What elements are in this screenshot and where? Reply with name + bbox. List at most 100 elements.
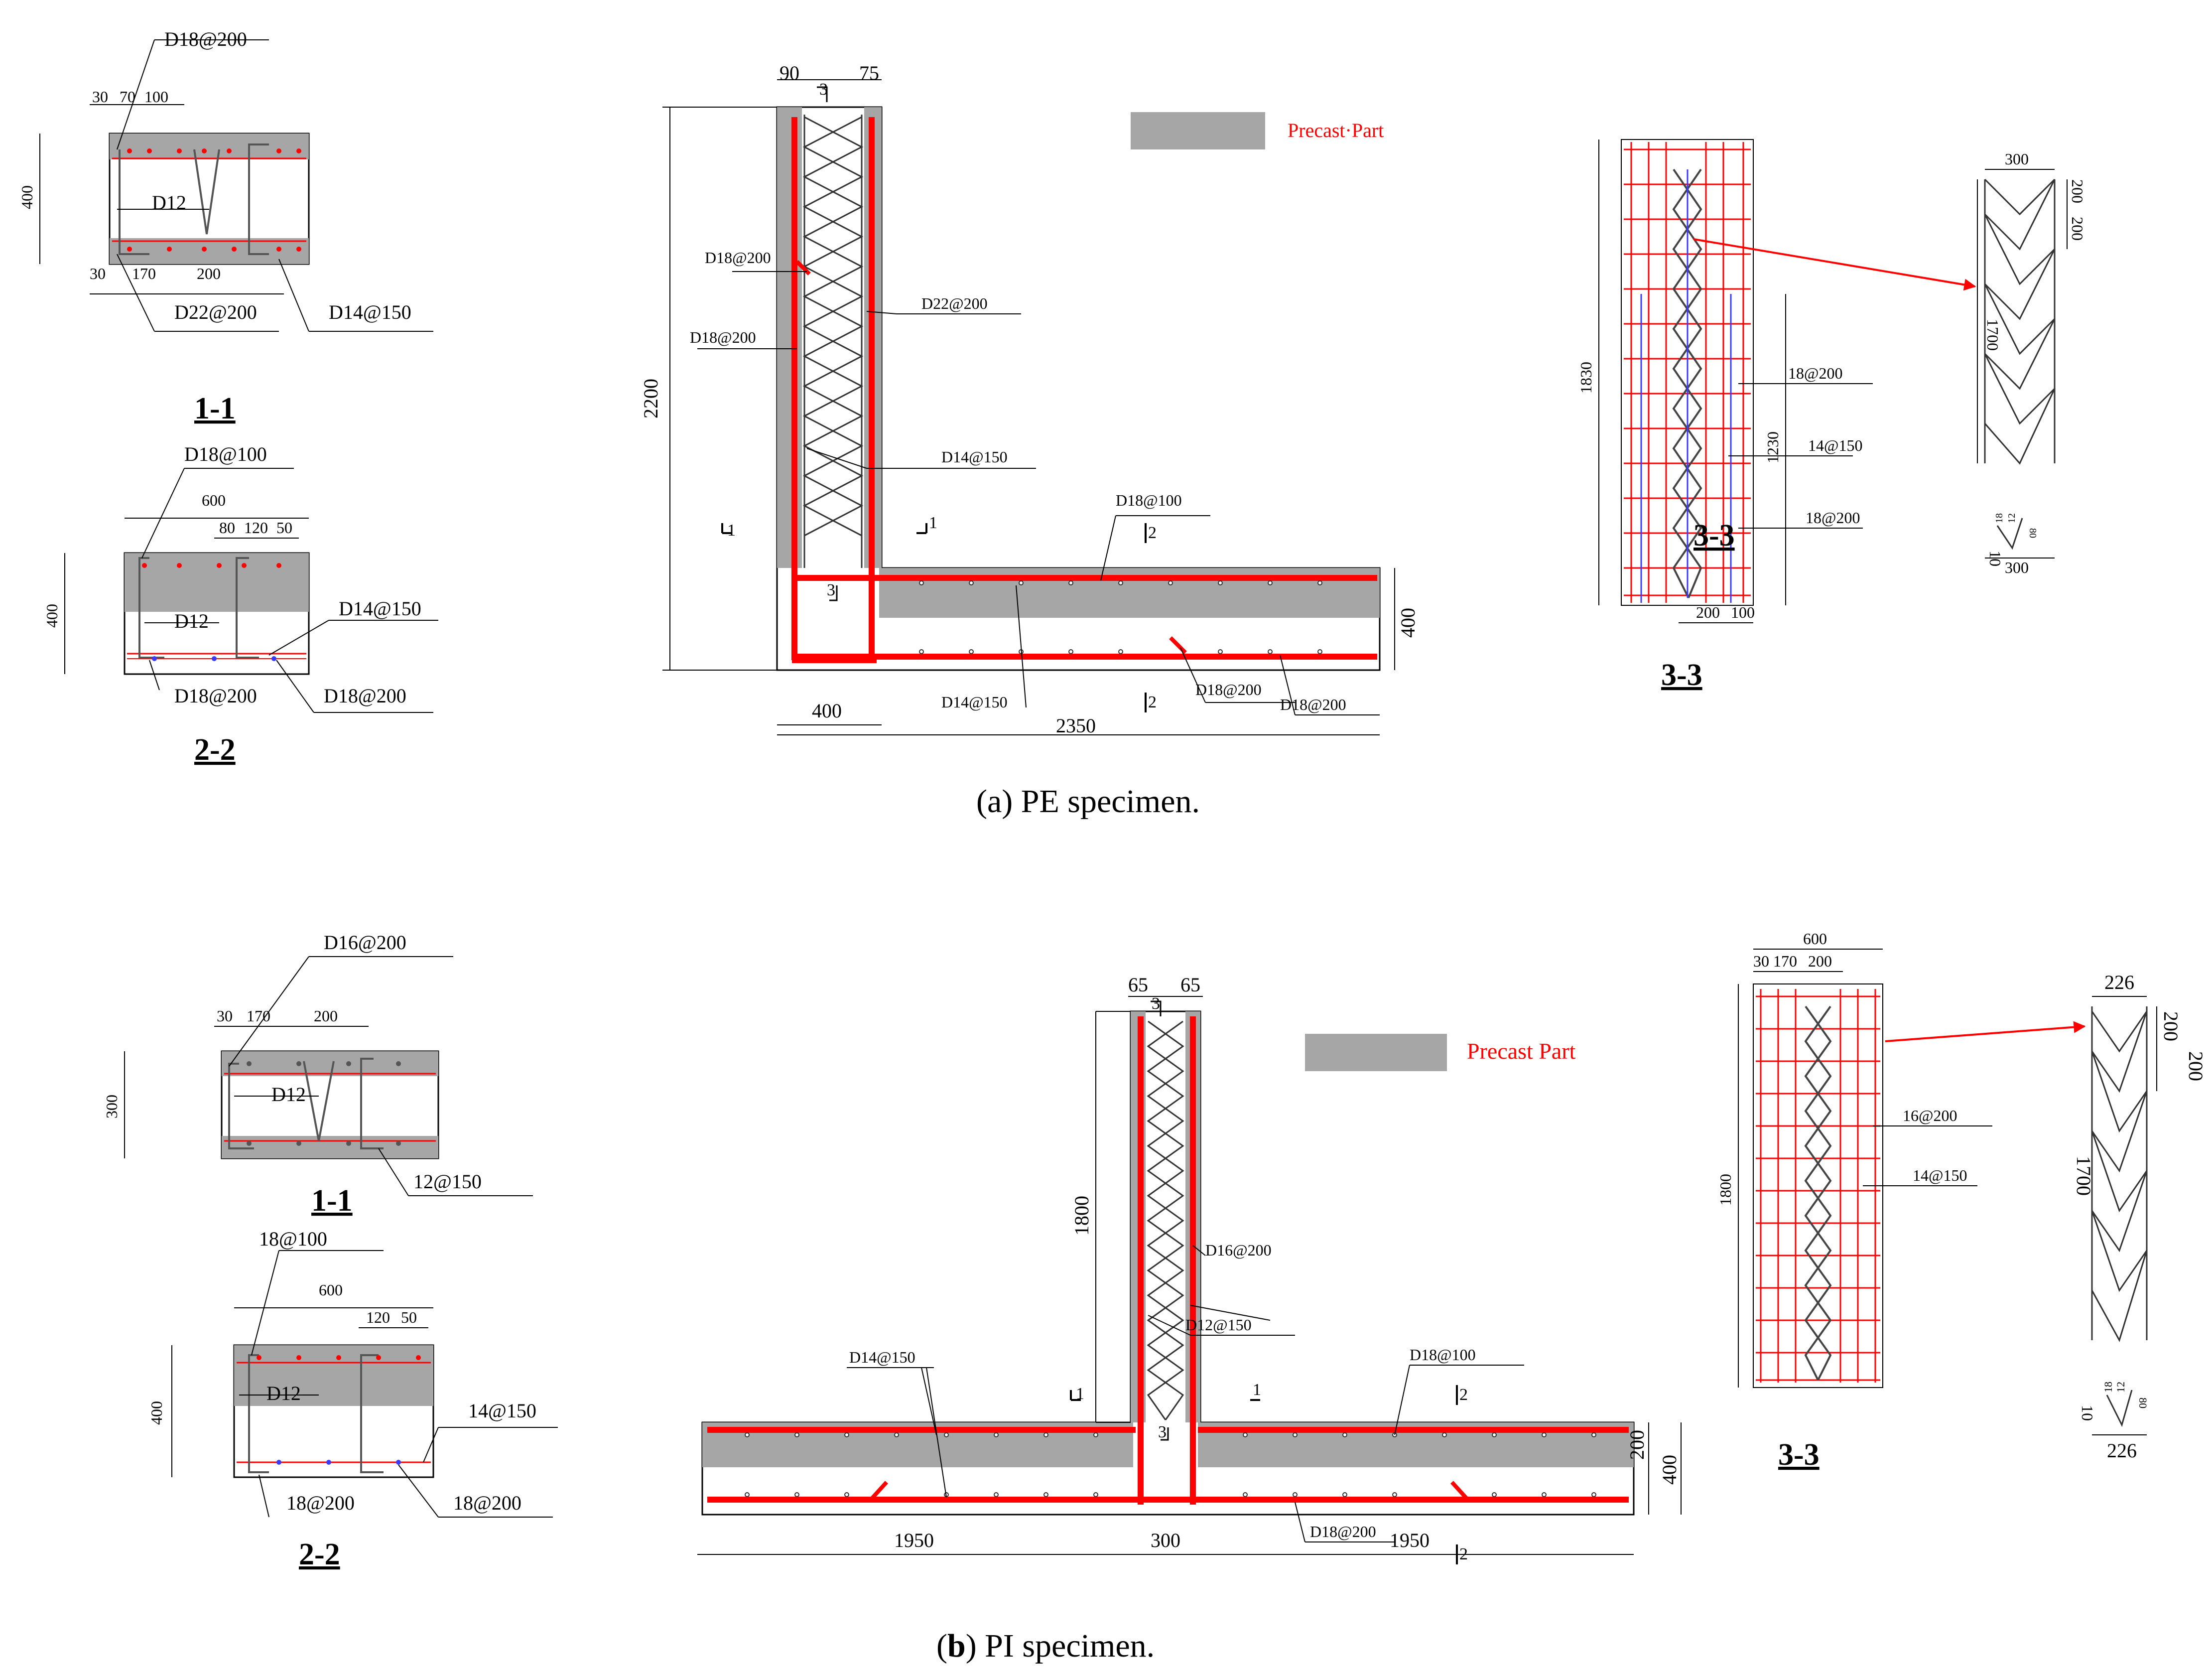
pi-elevation: 1 1 3 3 2 2 65 65 1800 200 400 1950 300 …	[697, 974, 1682, 1564]
pe22-dim-120: 120	[244, 519, 268, 537]
pi-cut-2a: 2	[1459, 1386, 1468, 1404]
pi-cut-1b: 1	[1253, 1381, 1261, 1399]
pe22-dim-50: 50	[276, 519, 292, 537]
pe22-label-bot2: D18@200	[324, 685, 406, 707]
pe-dim-b400: 400	[812, 699, 842, 722]
pi22-dim-400: 400	[147, 1401, 165, 1425]
pe-legend: Precast·Part	[1131, 112, 1384, 149]
pe33-label-c: 18@200	[1806, 509, 1860, 527]
pi22-label-top: 18@100	[259, 1228, 327, 1250]
pe-dim-2350: 2350	[1056, 714, 1096, 737]
pi-cut-2b: 2	[1459, 1545, 1468, 1563]
pe11-dim-70: 70	[120, 88, 135, 106]
pi11-title: 1-1	[311, 1184, 353, 1218]
pe11-dim-b200: 200	[197, 265, 221, 282]
pi22-label-bot2: 18@200	[453, 1492, 521, 1514]
pe-cut-3a: 3	[819, 80, 828, 99]
pi-dim-1950b: 1950	[1390, 1529, 1430, 1551]
pi33-label-a: 16@200	[1903, 1107, 1957, 1124]
pe-truss-dim-200b: 200	[2069, 217, 2086, 241]
pi-caption-open: (	[936, 1628, 947, 1664]
pi-truss-dim-80: 80	[2137, 1398, 2149, 1408]
pe-cut-2a: 2	[1148, 524, 1157, 542]
pi22-dim-600: 600	[319, 1281, 343, 1299]
pe33-inner-title: 3-3	[1693, 519, 1735, 553]
pe11-label-top: D18@200	[164, 28, 247, 50]
pi33-dim-600: 600	[1803, 930, 1827, 948]
pi11-label-top: D16@200	[324, 931, 406, 954]
pi11-dim-30: 30	[217, 1007, 233, 1025]
pe-dim-90: 90	[780, 62, 799, 84]
pi11-dim-300: 300	[103, 1095, 121, 1119]
pi-truss-detail: 226 200 200 1700 226 10 18 12 80	[2073, 971, 2207, 1462]
pi22-dim-50: 50	[401, 1308, 417, 1326]
pi-dim-65a: 65	[1128, 974, 1148, 996]
pi-legend-label: Precast Part	[1467, 1038, 1576, 1064]
pe-truss-dim-300b: 300	[2005, 559, 2029, 576]
pe22-title: 2-2	[194, 733, 236, 767]
pe-elev-label-1: D18@200	[705, 249, 771, 267]
pe-dim-75: 75	[859, 62, 879, 84]
pe33-dim-200: 200	[1696, 603, 1720, 621]
panel-b: D16@200 D12 12@150 30 170 200 300 1-1	[103, 930, 2207, 1664]
pe11-dim-30: 30	[92, 88, 108, 106]
pe33-label-b: 14@150	[1808, 436, 1862, 454]
pi22-label-mid: D12	[266, 1382, 301, 1404]
pe-dim-400: 400	[1397, 608, 1419, 638]
pi11-dim-170: 170	[247, 1007, 270, 1025]
pe11-dim-100: 100	[144, 88, 168, 106]
pi22-title: 2-2	[299, 1538, 340, 1571]
pi33-dim-170: 170	[1773, 952, 1797, 970]
pe22-label-top: D18@100	[184, 443, 267, 465]
pe-elev-label-7: D18@200	[1195, 681, 1262, 699]
pe-dim-2200: 2200	[640, 379, 662, 419]
pe-truss-dim-80: 80	[2027, 528, 2038, 538]
pi-cut-3b: 3	[1158, 1423, 1167, 1441]
pe-cut-2b: 2	[1148, 693, 1157, 711]
pi-dim-65b: 65	[1180, 974, 1200, 996]
pi-dim-300: 300	[1151, 1529, 1180, 1551]
pe-truss-dim-1700: 1700	[1984, 319, 2002, 351]
pe-truss-dim-12: 12	[2006, 513, 2017, 523]
pe-elev-label-3: D18@200	[690, 328, 756, 346]
pe-elevation: 1 1 3 3 2 2 90 75 2200 400 400 2350 D18@…	[640, 62, 1419, 737]
pi-truss-dim-18: 18	[2102, 1382, 2114, 1393]
pe33-dim-100: 100	[1731, 603, 1755, 621]
pi-caption-bold: b	[947, 1628, 966, 1664]
pe11-label-bot1: D22@200	[174, 301, 257, 323]
pe33-label-a: 18@200	[1788, 364, 1842, 382]
pi33-dim-1800: 1800	[1716, 1174, 1734, 1206]
pe-section-3-3: 1830 1230 200 100 18@200 14@150 18@200 3…	[1577, 139, 1976, 692]
pi33-dim-200: 200	[1808, 952, 1832, 970]
pi22-label-bot1: 18@200	[286, 1492, 355, 1514]
pi-dim-1950a: 1950	[894, 1529, 934, 1551]
pe-truss-dim-200a: 200	[2069, 179, 2086, 203]
pi-cut-3a: 3	[1152, 994, 1160, 1013]
pi22-dim-120: 120	[366, 1308, 390, 1326]
pe-section-1-1: D18@200 D12 D22@200 D14@150 30 70 100 40…	[18, 28, 433, 425]
pi-legend-swatch	[1305, 1034, 1447, 1071]
panel-a: D18@200 D12 D22@200 D14@150 30 70 100 40…	[18, 28, 2086, 820]
pi-section-3-3: 600 30 170 200 1800 16@200 14@150 3-3	[1716, 930, 2086, 1472]
pi-truss-dim-10: 10	[2079, 1405, 2096, 1421]
pe-legend-swatch	[1131, 112, 1265, 149]
pe-cut-3b: 3	[827, 581, 835, 599]
pe-elev-label-8: D18@200	[1280, 696, 1346, 713]
pe22-label-mid: D12	[174, 610, 209, 632]
pe-caption: (a) PE specimen.	[976, 783, 1200, 820]
pi11-dim-200: 200	[314, 1007, 338, 1025]
pi-cut-1a: 1	[1076, 1385, 1084, 1403]
pi-truss-dim-200a: 200	[2160, 1011, 2182, 1041]
pi-elev-label-4: D18@100	[1410, 1346, 1476, 1364]
pe11-dim-400: 400	[18, 185, 36, 209]
pe33-dim-1830: 1830	[1577, 362, 1595, 394]
pe-cut-1a: 1	[727, 521, 736, 540]
pe-elev-label-5: D18@100	[1116, 491, 1182, 509]
pi-elev-label-2: D12@150	[1185, 1316, 1252, 1334]
pe-cut-1b: 1	[929, 514, 937, 532]
pi-elev-label-1: D16@200	[1205, 1241, 1272, 1259]
pe22-dim-600: 600	[202, 491, 226, 509]
pi-section-1-1: D16@200 D12 12@150 30 170 200 300 1-1	[103, 931, 533, 1218]
pe33-dim-1230: 1230	[1764, 431, 1782, 463]
